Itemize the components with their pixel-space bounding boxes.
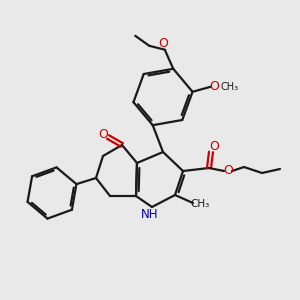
Text: O: O	[158, 37, 168, 50]
Text: O: O	[223, 164, 233, 176]
Text: O: O	[210, 80, 220, 93]
Text: CH₃: CH₃	[190, 199, 210, 209]
Text: NH: NH	[141, 208, 159, 221]
Text: O: O	[98, 128, 108, 142]
Text: O: O	[209, 140, 219, 154]
Text: CH₃: CH₃	[220, 82, 238, 92]
